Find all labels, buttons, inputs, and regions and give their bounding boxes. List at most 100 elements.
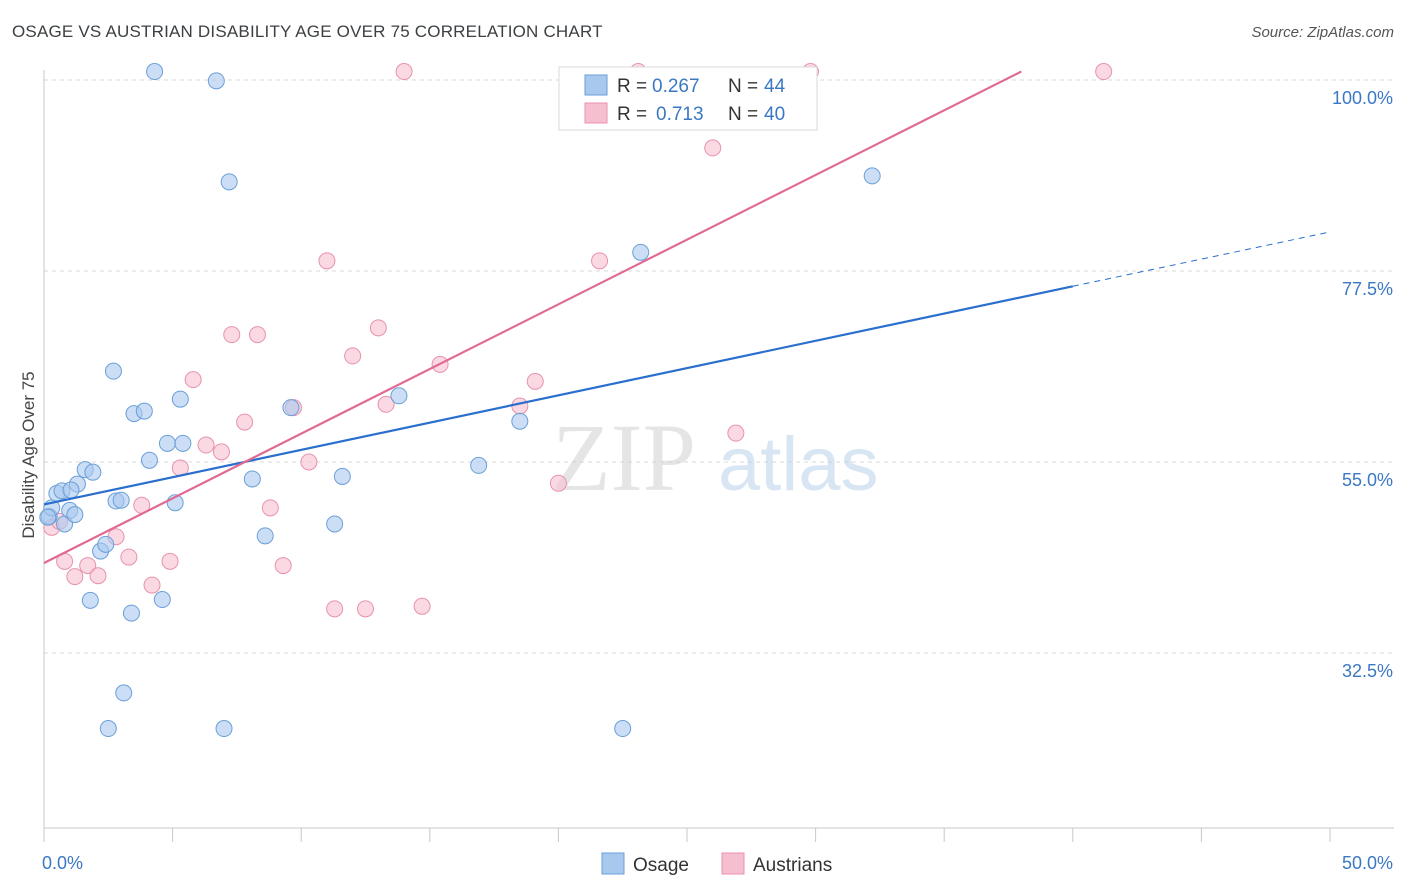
y-tick-labels: 32.5% 55.0% 77.5% 100.0% xyxy=(1332,88,1393,681)
austrians-point xyxy=(357,600,374,618)
osage-point xyxy=(511,412,529,430)
osage-point xyxy=(153,591,171,609)
austrians-point xyxy=(274,557,292,575)
osage-point xyxy=(220,173,238,191)
austrians-point xyxy=(212,443,230,461)
legend-osage-n-label: N = xyxy=(728,76,758,97)
osage-point xyxy=(470,456,488,474)
austrians-point xyxy=(89,567,107,585)
austrians-point xyxy=(511,397,529,415)
austrians-point xyxy=(727,424,745,442)
x-tick-label: 0.0% xyxy=(42,853,83,873)
x-tick-labels: 0.0% 50.0% xyxy=(42,853,1393,873)
legend-osage-r-label: R = xyxy=(617,76,647,97)
osage-point xyxy=(97,535,115,553)
austrians-point xyxy=(223,326,241,344)
osage-point xyxy=(632,243,650,261)
osage-point xyxy=(215,720,233,738)
bottom-legend-austrians-label: Austrians xyxy=(753,855,832,876)
austrians-point xyxy=(591,252,609,270)
osage-point xyxy=(326,515,344,533)
osage-points xyxy=(39,63,881,738)
osage-point xyxy=(99,720,117,738)
osage-point xyxy=(243,470,261,488)
austrians-point xyxy=(395,63,413,81)
bottom-legend-osage-label: Osage xyxy=(633,855,689,876)
grid-lines xyxy=(44,79,1394,654)
legend-osage-swatch xyxy=(584,74,608,96)
austrians-point xyxy=(184,371,202,389)
bottom-legend-osage-swatch xyxy=(601,852,625,875)
osage-point xyxy=(174,434,192,452)
legend-austrians-r-label: R = xyxy=(617,104,647,125)
watermark-zip: ZIP xyxy=(552,404,696,511)
osage-point xyxy=(115,684,133,702)
austrians-point xyxy=(344,347,362,365)
legend-austrians-n-label: N = xyxy=(728,104,758,125)
bottom-legend-austrians-swatch xyxy=(721,852,745,875)
osage-point xyxy=(140,451,158,469)
austrians-point xyxy=(66,568,84,586)
osage-point xyxy=(62,481,80,499)
austrians-point xyxy=(236,413,254,431)
austrians-point xyxy=(318,252,336,270)
osage-point xyxy=(122,604,140,622)
austrians-point xyxy=(161,552,179,570)
austrians-point xyxy=(300,453,318,471)
osage-point xyxy=(66,506,84,524)
osage-point xyxy=(256,527,274,545)
austrians-point xyxy=(143,576,161,594)
osage-point xyxy=(104,362,122,380)
austrians-point xyxy=(377,395,395,413)
austrians-point xyxy=(197,436,215,454)
osage-point xyxy=(39,508,57,526)
legend-osage-r-value: 0.267 xyxy=(652,76,700,97)
austrians-trend-line xyxy=(43,70,1022,565)
axes xyxy=(43,70,1394,842)
austrians-point xyxy=(369,319,387,337)
chart-title: OSAGE VS AUSTRIAN DISABILITY AGE OVER 75… xyxy=(12,22,603,41)
watermark-atlas: atlas xyxy=(718,422,879,507)
x-tick-label: 50.0% xyxy=(1342,853,1393,873)
osage-point xyxy=(84,463,102,481)
y-tick-label: 77.5% xyxy=(1342,279,1393,299)
osage-point xyxy=(112,491,130,509)
austrians-point xyxy=(120,548,138,566)
osage-point xyxy=(158,434,176,452)
osage-point xyxy=(171,390,189,408)
y-tick-label: 100.0% xyxy=(1332,88,1393,108)
osage-point xyxy=(333,467,351,485)
y-axis-label: Disability Age Over 75 xyxy=(19,371,38,538)
top-legend: R = 0.267 N = 44 R = 0.713 N = 40 xyxy=(558,66,818,131)
y-tick-label: 55.0% xyxy=(1342,470,1393,490)
trend-lines xyxy=(43,70,1331,565)
osage-point xyxy=(135,402,153,420)
osage-point xyxy=(282,399,300,417)
austrians-point xyxy=(79,557,97,575)
legend-osage-n-value: 44 xyxy=(764,76,786,97)
osage-trend-extension xyxy=(1072,231,1331,287)
austrians-point xyxy=(1095,63,1113,81)
source-label: Source: ZipAtlas.com xyxy=(1251,24,1394,41)
legend-austrians-r-value: 0.713 xyxy=(656,104,704,125)
legend-austrians-swatch xyxy=(584,102,608,124)
austrians-point xyxy=(326,600,344,618)
austrians-points xyxy=(43,63,1113,618)
austrians-point xyxy=(704,139,722,157)
osage-point xyxy=(614,720,632,738)
bottom-legend: Osage Austrians xyxy=(601,852,832,876)
osage-point xyxy=(81,591,99,609)
osage-trend-line xyxy=(43,285,1074,506)
watermark: ZIP atlas xyxy=(552,404,879,511)
osage-point xyxy=(207,72,225,90)
austrians-point xyxy=(413,597,431,615)
austrians-point xyxy=(248,326,266,344)
austrians-point xyxy=(549,474,567,492)
osage-point xyxy=(390,387,408,405)
osage-point xyxy=(146,63,164,81)
osage-point xyxy=(863,167,881,185)
austrians-point xyxy=(261,499,279,517)
austrians-point xyxy=(526,372,544,390)
legend-austrians-n-value: 40 xyxy=(764,104,785,125)
